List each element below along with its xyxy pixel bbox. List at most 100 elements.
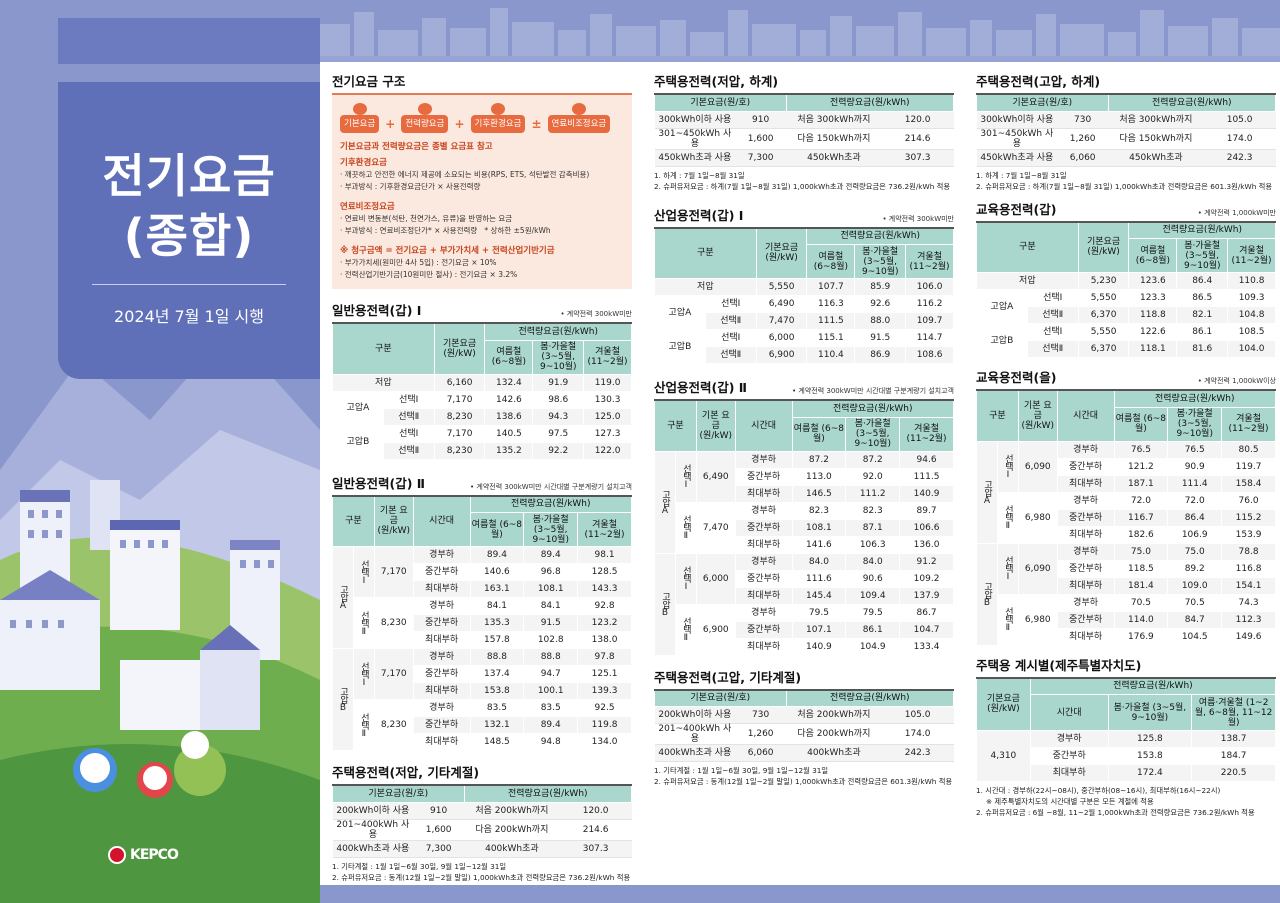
table-cell: 400kWh초과 (464, 840, 560, 858)
table-cell: 450kWh초과 (1108, 149, 1204, 167)
table-cell: 중간부하 (1056, 559, 1115, 578)
table-cell: 105.0 (1203, 111, 1276, 129)
table-cell: 140.6 (469, 563, 525, 581)
header-winter: 겨울철 (11~2월) (1221, 406, 1276, 442)
table-cell: 242.3 (1203, 149, 1276, 167)
table-cell: 109.4 (845, 586, 901, 605)
row-label: 고압B (976, 323, 1028, 358)
table-cell: 중간부하 (412, 563, 471, 581)
table-cell: 7,170 (433, 390, 486, 409)
table-cell: 96.8 (523, 563, 579, 581)
table-row: 300kWh이하 사용 910 처음 300kWh까지 120.0 (654, 111, 954, 129)
table-cell: 135.2 (484, 441, 534, 460)
table-cell: 5,230 (1077, 272, 1130, 290)
ind2-title: 산업용전력(갑) Ⅱ • 계약전력 300kW미만 시간대별 구분계량기 설치고객 (654, 380, 954, 395)
base-fee: 6,490 (695, 450, 736, 503)
table-cell: 86.1 (845, 620, 901, 639)
table-cell: 87.1 (845, 518, 901, 537)
row-label: 저압 (332, 373, 435, 392)
table-cell: 176.9 (1113, 627, 1169, 646)
cover-top-bar (58, 18, 320, 64)
table-cell: 139.3 (577, 682, 632, 700)
table-row: 최대부하 172.4 220.5 (977, 764, 1276, 782)
table-cell: 89.4 (469, 546, 525, 564)
table-cell: 84.0 (791, 552, 847, 571)
table-cell: 97.8 (577, 648, 632, 666)
table-cell: 경부하 (734, 603, 793, 622)
table-row: 450kWh초과 사용 7,300 450kWh초과 307.3 (654, 149, 954, 167)
table-row: 중간부하 153.8 184.7 (977, 747, 1276, 765)
row-label: 고압A (976, 289, 1028, 324)
fuel-heading: 연료비조정요금 (340, 202, 395, 212)
table-cell: 174.0 (1203, 128, 1276, 150)
table-cell: 86.1 (1176, 323, 1229, 341)
table-cell: 6,060 (1057, 149, 1109, 167)
option-label: 선택Ⅰ (674, 552, 697, 605)
table-cell: 중간부하 (734, 467, 793, 486)
table-cell: 91.2 (899, 552, 954, 571)
table-cell: 최대부하 (734, 637, 793, 656)
base-fee: 7,470 (695, 501, 736, 554)
voltage-label: 고압B (654, 552, 676, 656)
table-cell: 115.2 (1221, 508, 1276, 527)
table-cell: 153.9 (1221, 525, 1276, 544)
table-cell: 83.5 (523, 699, 579, 717)
table-cell: 121.2 (1113, 457, 1169, 476)
table-cell: 84.1 (523, 597, 579, 615)
table-cell: 경부하 (412, 546, 471, 564)
op-plusminus: ± (531, 117, 542, 131)
header-spring-fall: 봄·가을철 (3~5월, 9~10월) (523, 512, 579, 547)
table-cell: 182.6 (1113, 525, 1169, 544)
table-cell: 115.1 (806, 329, 856, 347)
table-cell: 89.4 (523, 716, 579, 734)
header-base: 기본요금(원/호) (654, 93, 787, 112)
table-cell: 1,600 (413, 819, 465, 841)
option-label: 선택Ⅱ (382, 441, 435, 460)
header-gubun: 구분 (654, 226, 757, 279)
table-cell: 중간부하 (1056, 610, 1115, 629)
table-cell: 82.1 (1176, 306, 1229, 324)
table-cell: 104.9 (845, 637, 901, 656)
table-cell: 174.0 (881, 723, 954, 745)
table-cell: 경부하 (734, 501, 793, 520)
option-label: 선택Ⅱ (704, 346, 757, 364)
table-cell: 88.8 (523, 648, 579, 666)
table-cell: 120.0 (881, 111, 954, 129)
vat-desc: · 부가가치세(원미만 4사 5입) : 전기요금 × 10% (340, 258, 497, 267)
table-cell: 119.0 (583, 373, 632, 392)
table-row: 선택Ⅱ 8,230 경부하 84.1 84.1 92.8 (333, 597, 632, 649)
table-row: 선택Ⅱ 7,470 경부하 82.3 82.3 89.7 (655, 501, 954, 554)
table-cell: 140.9 (791, 637, 847, 656)
table-row: 301~450kWh 사용 1,600 다음 150kWh까지 214.6 (654, 128, 954, 150)
table-cell: 106.0 (905, 278, 954, 296)
option-label: 선택Ⅱ (674, 501, 697, 554)
structure-formula: 기본요금 + 전력량요금 + 기후환경요금 ± 연료비조정요금 (340, 103, 624, 133)
table-cell: 106.6 (899, 518, 954, 537)
table-cell: 138.6 (484, 407, 534, 426)
table-cell: 75.0 (1167, 542, 1223, 561)
table-cell: 91.5 (854, 329, 907, 347)
header-rate: 전력량요금(원/kWh) (806, 226, 954, 245)
table-cell: 72.0 (1167, 491, 1223, 510)
header-base: 기본요금(원/호) (654, 688, 787, 707)
table-row: 고압A 선택Ⅰ 6,490 116.3 92.6 116.2 (654, 295, 954, 330)
ind1-title: 산업용전력(갑) Ⅰ • 계약전력 300kW미만 (654, 207, 954, 223)
option-label: 선택Ⅰ (382, 390, 435, 409)
table-row: 고압A 선택Ⅰ 7,170 142.6 98.6 130.3 (332, 390, 632, 426)
header-base: 기본요금 (원/kW) (976, 676, 1031, 731)
table-cell: 다음 150kWh까지 (1108, 128, 1204, 150)
table-row: 400kWh초과 사용 7,300 400kWh초과 307.3 (332, 840, 632, 858)
table-cell: 7,470 (755, 312, 808, 330)
table-cell: 104.0 (1227, 340, 1276, 358)
table-cell: 중간부하 (734, 518, 793, 537)
table-cell: 89.2 (1167, 559, 1223, 578)
table-row: 고압B 선택Ⅰ 6,000 115.1 91.5 114.7 (654, 329, 954, 364)
table-cell: 118.1 (1128, 340, 1178, 358)
option-label: 선택Ⅱ (382, 407, 435, 426)
table-row: 선택Ⅱ 6,370 118.8 82.1 104.8 (977, 306, 1276, 324)
table-cell: 80.5 (1221, 440, 1276, 459)
table-row: 301~450kWh 사용 1,260 다음 150kWh까지 174.0 (976, 128, 1276, 150)
option-label: 선택Ⅰ (704, 295, 757, 313)
table-cell: 1,260 (1057, 128, 1109, 150)
table-cell: 중간부하 (1056, 508, 1115, 527)
